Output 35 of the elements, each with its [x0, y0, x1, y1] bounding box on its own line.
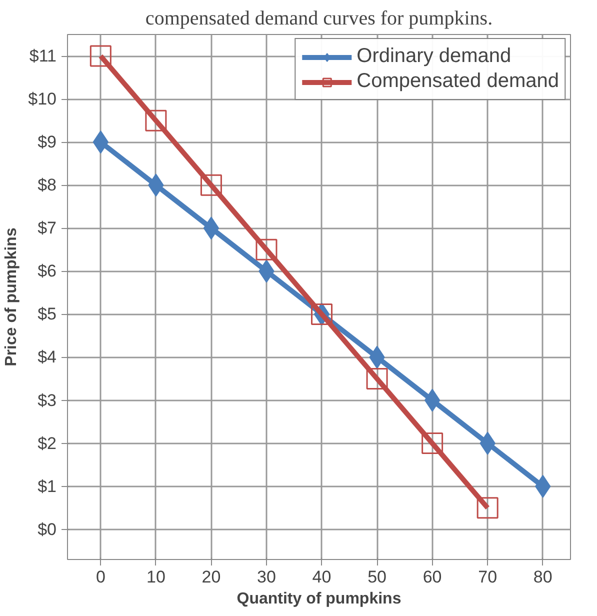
point	[256, 238, 278, 260]
x-tick-label: 70	[478, 568, 498, 586]
y-tick-label: $8	[38, 176, 57, 195]
y-tick-label: $7	[38, 218, 57, 238]
x-axis-title: Quantity of pumpkins	[236, 590, 402, 608]
point	[476, 497, 498, 519]
point	[422, 432, 444, 454]
y-tick-label: $9	[38, 132, 57, 152]
point	[424, 388, 440, 412]
y-tick-label: $1	[38, 476, 57, 496]
point	[145, 110, 167, 132]
x-tick-label: 40	[312, 568, 332, 586]
point	[90, 45, 112, 67]
y-tick-label: $3	[38, 390, 57, 410]
point	[366, 368, 388, 390]
y-tick-label: $4	[38, 348, 57, 367]
x-tick-label: 0	[96, 568, 106, 586]
y-tick-label: $0	[38, 520, 57, 539]
legend-label: Compensated demand	[356, 70, 559, 93]
legend-label: Ordinary demand	[356, 45, 512, 68]
x-tick-label: 10	[146, 568, 166, 586]
x-tick-label: 80	[533, 568, 552, 586]
chart-title: compensated demand curves for pumpkins.	[145, 8, 493, 30]
y-tick-label: $11	[29, 46, 57, 66]
y-tick-label: $6	[38, 262, 57, 281]
y-tick-label: $5	[38, 304, 57, 324]
y-axis-title: Price of pumpkins	[3, 228, 20, 366]
y-tick-label: $10	[28, 90, 57, 109]
x-tick-label: 30	[257, 568, 276, 586]
point	[200, 174, 222, 196]
x-tick-label: 50	[368, 568, 387, 586]
x-tick-label: 20	[202, 568, 221, 586]
y-tick-label: $2	[38, 434, 57, 453]
x-tick-label: 60	[422, 568, 442, 586]
point	[203, 216, 220, 240]
